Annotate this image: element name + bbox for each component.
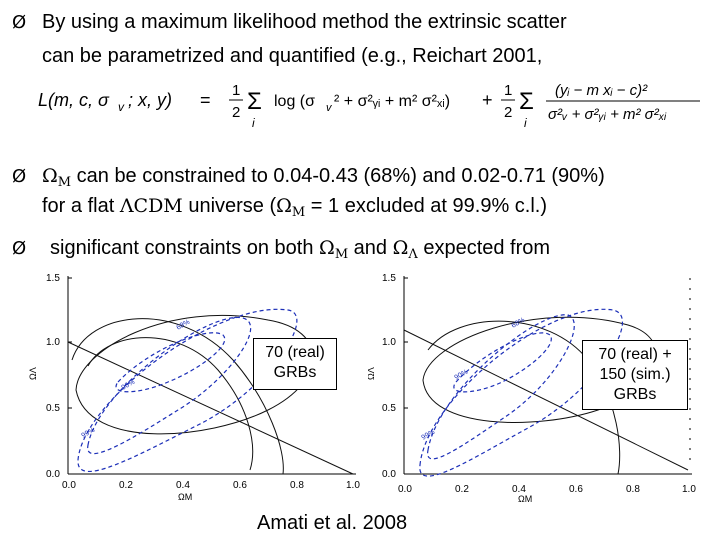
bullet-2-post: = 1 excluded at 99.9% c.l.) (305, 195, 548, 217)
y-axis-label: ΩΛ (28, 367, 38, 380)
y-axis-label: ΩΛ (368, 367, 376, 380)
contour-blue-68 (115, 332, 226, 393)
bullet-3-and: and (348, 237, 393, 259)
y-tick-label: 1.0 (382, 337, 396, 348)
x-tick-label: 0.8 (626, 484, 640, 495)
formula-lhs-sub: v (118, 100, 125, 114)
bullet-1-line-2: can be parametrized and quantified (e.g.… (42, 45, 543, 67)
omega-m-symbol-3: ΩM (319, 237, 349, 262)
bullet-2-line-1-rest: can be constrained to 0.04-0.43 (68%) an… (71, 165, 605, 187)
formula-half-den-2: 2 (504, 104, 512, 121)
contour-plot-left-svg: 0.0 0.5 1.0 1.5 0.0 0.2 0.4 0.6 0.8 1.0 … (28, 273, 360, 502)
formula-numerator: (yᵢ − m xᵢ − c)² (555, 82, 648, 99)
plot-left-label: 70 (real) GRBs (253, 338, 337, 390)
x-tick-label: 1.0 (346, 480, 360, 491)
contour-blue-99 (77, 308, 298, 472)
plot-right-label: 70 (real) + 150 (sim.) GRBs (582, 340, 688, 410)
contour-label: 99% (421, 429, 437, 442)
formula-equals: = (200, 90, 211, 110)
contour-blue-99 (419, 308, 623, 477)
bullet-2-pre: for a flat (42, 195, 120, 217)
bullet-arrow-icon: Ø (12, 12, 27, 33)
bullet-3-pre: significant constraints on both (50, 237, 320, 259)
flat-universe-line (403, 329, 689, 471)
formula-plus: + (482, 90, 493, 110)
citation: Amati et al. 2008 (257, 512, 408, 534)
omega-m-symbol: ΩM (42, 165, 72, 190)
x-axis-label: ΩM (178, 492, 192, 502)
x-tick-label: 0.0 (398, 484, 412, 495)
formula-index-2: i (524, 116, 527, 130)
formula-sum: Σ (247, 88, 262, 115)
contour-label: 68% (176, 319, 192, 332)
contour-plot-left: 0.0 0.5 1.0 1.5 0.0 0.2 0.4 0.6 0.8 1.0 … (28, 270, 368, 507)
x-tick-label: 0.2 (119, 480, 133, 491)
bullet-2-line-2: for a flat ΛCDM universe (ΩM = 1 exclude… (42, 194, 547, 225)
formula-half-num-2: 1 (504, 82, 512, 99)
x-tick-label: 0.2 (455, 484, 469, 495)
x-tick-label: 0.4 (176, 480, 190, 491)
formula-half-den: 2 (232, 104, 240, 121)
contour-plot-right: 0.0 0.5 1.0 1.5 0.0 0.2 0.4 0.6 0.8 1.0 … (366, 270, 708, 507)
formula-half-num: 1 (232, 82, 240, 99)
formula-svg: L(m, c, σ v ; x, y) = 1 2 Σ i log (σ v ²… (38, 82, 700, 130)
contour-label: 68% (511, 317, 527, 330)
y-tick-label: 1.5 (46, 273, 60, 284)
x-axis-label: ΩM (518, 494, 532, 502)
formula-term1-rest: ² + σ²ᵧᵢ + m² σ²ₓᵢ) (334, 93, 450, 110)
plot-right-label-line-1: 70 (real) + (598, 346, 672, 363)
y-tick-label: 0.5 (46, 403, 60, 414)
y-tick-label: 1.0 (46, 337, 60, 348)
formula-term1: log (σ (274, 93, 315, 110)
plot-left-label-line-2: GRBs (273, 364, 317, 381)
x-tick-label: 0.4 (512, 484, 526, 495)
x-tick-label: 0.0 (62, 480, 76, 491)
bullet-arrow-icon: Ø (12, 238, 27, 259)
y-tick-label: 1.5 (382, 273, 396, 284)
x-tick-label: 0.8 (290, 480, 304, 491)
y-tick-label: 0.0 (382, 469, 396, 480)
contour-blue-68 (453, 332, 552, 393)
y-tick-label: 0.0 (46, 469, 60, 480)
formula-index: i (252, 116, 255, 130)
formula-denominator: σ²ᵥ + σ²ᵧᵢ + m² σ²ₓᵢ (548, 106, 667, 123)
bullet-2-line-1: ΩM can be constrained to 0.04-0.43 (68%)… (42, 164, 605, 195)
likelihood-formula: L(m, c, σ v ; x, y) = 1 2 Σ i log (σ v ²… (38, 73, 703, 133)
x-tick-label: 1.0 (682, 484, 696, 495)
x-tick-label: 0.6 (233, 480, 247, 491)
formula-sum-2: Σ (519, 88, 534, 115)
bullet-arrow-icon: Ø (12, 166, 27, 187)
plot-left-label-line-1: 70 (real) (265, 344, 325, 361)
x-tick-label: 0.6 (569, 484, 583, 495)
omega-lambda-symbol: ΩΛ (392, 237, 418, 262)
plot-right-label-line-3: GRBs (613, 386, 657, 403)
bullet-3-line: significant constraints on both ΩM and Ω… (50, 236, 550, 267)
contour-black-inner (87, 337, 254, 471)
bullet-2-mid: universe ( (182, 195, 277, 217)
bullet-1-line-1: By using a maximum likelihood method the… (42, 11, 567, 33)
contour-label: 90% (121, 379, 137, 392)
omega-m-symbol-2: ΩM (276, 195, 306, 220)
formula-term1-sub: v (326, 102, 333, 114)
plot-frame (67, 276, 356, 475)
formula-lhs: L(m, c, σ (38, 90, 110, 110)
contour-blue-90 (87, 316, 252, 455)
lambda-cdm: ΛCDM (119, 195, 183, 217)
contour-black-outer (71, 318, 284, 475)
y-tick-label: 0.5 (382, 403, 396, 414)
formula-lhs-rest: ; x, y) (128, 90, 172, 110)
plot-right-label-line-2: 150 (sim.) (599, 366, 671, 383)
contour-blue-90 (427, 314, 575, 460)
contour-plot-right-svg: 0.0 0.5 1.0 1.5 0.0 0.2 0.4 0.6 0.8 1.0 … (366, 273, 696, 504)
flat-universe-line (67, 341, 354, 475)
bullet-3-post: expected from (417, 237, 551, 259)
